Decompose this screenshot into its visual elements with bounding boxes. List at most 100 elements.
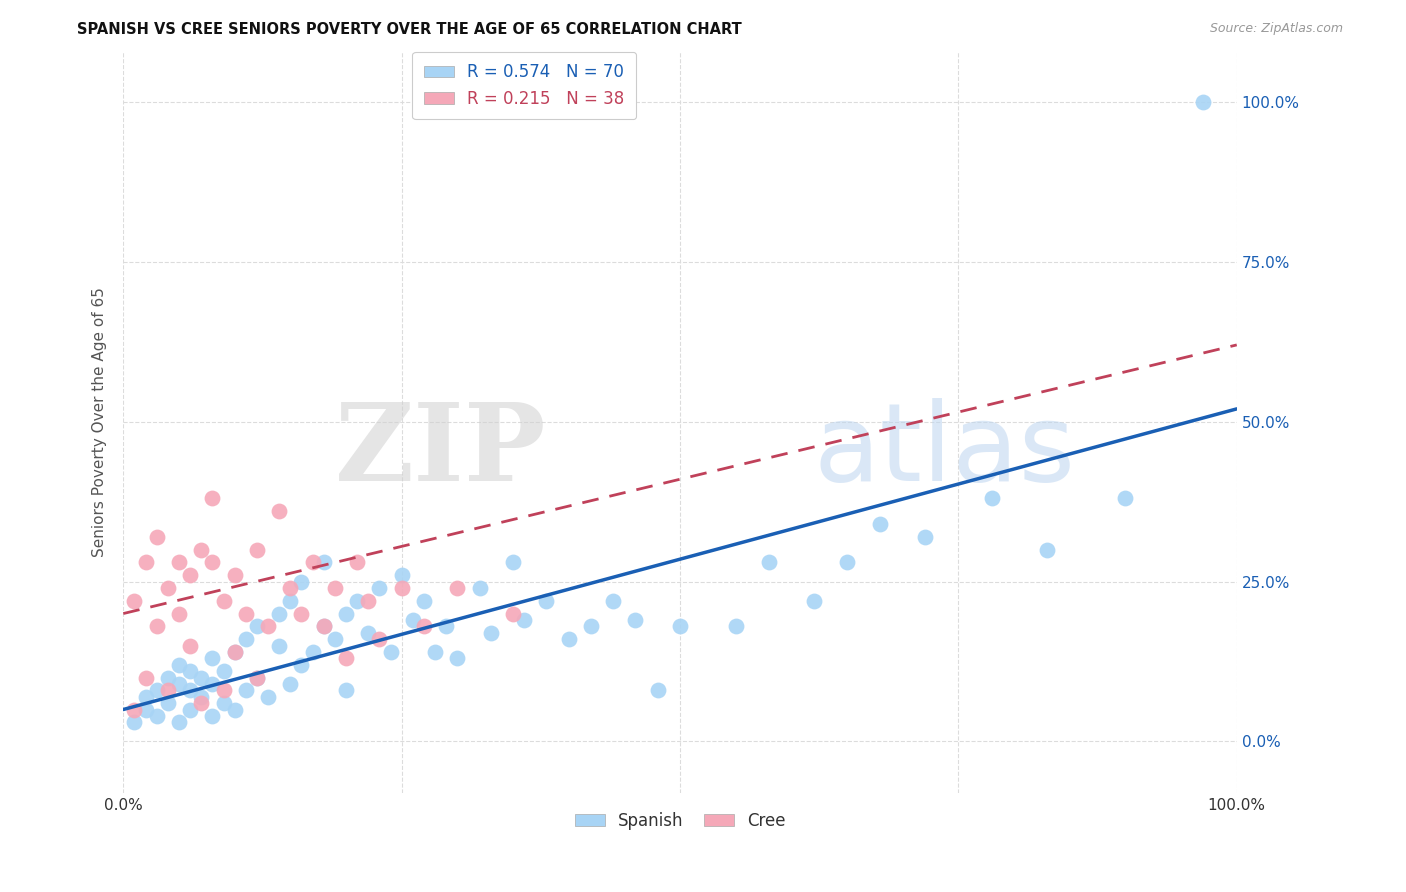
- Point: [156, 696, 179, 710]
- Point: [602, 594, 624, 608]
- Point: [179, 639, 201, 653]
- Point: [212, 664, 235, 678]
- Point: [402, 613, 425, 627]
- Text: atlas: atlas: [814, 399, 1076, 504]
- Point: [278, 677, 301, 691]
- Point: [290, 574, 312, 589]
- Point: [269, 607, 291, 621]
- Point: [278, 581, 301, 595]
- Point: [235, 683, 257, 698]
- Point: [423, 645, 446, 659]
- Point: [479, 625, 502, 640]
- Point: [179, 568, 201, 582]
- Point: [502, 555, 524, 569]
- Point: [201, 677, 224, 691]
- Point: [368, 632, 391, 647]
- Point: [413, 619, 436, 633]
- Point: [201, 709, 224, 723]
- Point: [224, 645, 246, 659]
- Point: [135, 555, 157, 569]
- Point: [391, 581, 413, 595]
- Point: [557, 632, 579, 647]
- Text: Source: ZipAtlas.com: Source: ZipAtlas.com: [1209, 22, 1343, 36]
- Point: [167, 555, 190, 569]
- Point: [167, 657, 190, 672]
- Point: [869, 516, 891, 531]
- Point: [346, 555, 368, 569]
- Point: [179, 702, 201, 716]
- Point: [269, 639, 291, 653]
- Point: [167, 715, 190, 730]
- Point: [669, 619, 692, 633]
- Point: [357, 625, 380, 640]
- Point: [312, 619, 335, 633]
- Point: [212, 696, 235, 710]
- Point: [224, 645, 246, 659]
- Point: [124, 594, 146, 608]
- Point: [257, 619, 280, 633]
- Text: ZIP: ZIP: [335, 399, 547, 504]
- Point: [335, 683, 357, 698]
- Point: [980, 491, 1002, 506]
- Point: [446, 651, 468, 665]
- Point: [235, 607, 257, 621]
- Point: [323, 632, 346, 647]
- Point: [269, 504, 291, 518]
- Point: [212, 683, 235, 698]
- Point: [434, 619, 457, 633]
- Point: [1192, 95, 1215, 109]
- Point: [579, 619, 602, 633]
- Point: [335, 607, 357, 621]
- Point: [156, 683, 179, 698]
- Point: [190, 696, 212, 710]
- Point: [179, 683, 201, 698]
- Point: [380, 645, 402, 659]
- Text: SPANISH VS CREE SENIORS POVERTY OVER THE AGE OF 65 CORRELATION CHART: SPANISH VS CREE SENIORS POVERTY OVER THE…: [77, 22, 742, 37]
- Point: [368, 581, 391, 595]
- Point: [278, 594, 301, 608]
- Legend: Spanish, Cree: Spanish, Cree: [568, 805, 792, 837]
- Point: [1114, 491, 1136, 506]
- Point: [201, 491, 224, 506]
- Point: [235, 632, 257, 647]
- Point: [257, 690, 280, 704]
- Point: [246, 671, 269, 685]
- Point: [446, 581, 468, 595]
- Point: [835, 555, 858, 569]
- Point: [1036, 542, 1059, 557]
- Point: [914, 530, 936, 544]
- Point: [724, 619, 747, 633]
- Point: [224, 702, 246, 716]
- Point: [135, 671, 157, 685]
- Point: [803, 594, 825, 608]
- Point: [145, 619, 167, 633]
- Point: [357, 594, 380, 608]
- Point: [179, 664, 201, 678]
- Point: [190, 671, 212, 685]
- Point: [135, 702, 157, 716]
- Point: [190, 690, 212, 704]
- Point: [290, 657, 312, 672]
- Point: [647, 683, 669, 698]
- Point: [502, 607, 524, 621]
- Point: [312, 619, 335, 633]
- Point: [124, 702, 146, 716]
- Point: [513, 613, 536, 627]
- Point: [135, 690, 157, 704]
- Point: [536, 594, 558, 608]
- Point: [290, 607, 312, 621]
- Point: [145, 530, 167, 544]
- Point: [201, 651, 224, 665]
- Point: [323, 581, 346, 595]
- Point: [190, 542, 212, 557]
- Point: [413, 594, 436, 608]
- Point: [312, 555, 335, 569]
- Point: [145, 683, 167, 698]
- Point: [301, 645, 323, 659]
- Point: [167, 607, 190, 621]
- Point: [335, 651, 357, 665]
- Point: [758, 555, 780, 569]
- Point: [346, 594, 368, 608]
- Point: [145, 709, 167, 723]
- Point: [468, 581, 491, 595]
